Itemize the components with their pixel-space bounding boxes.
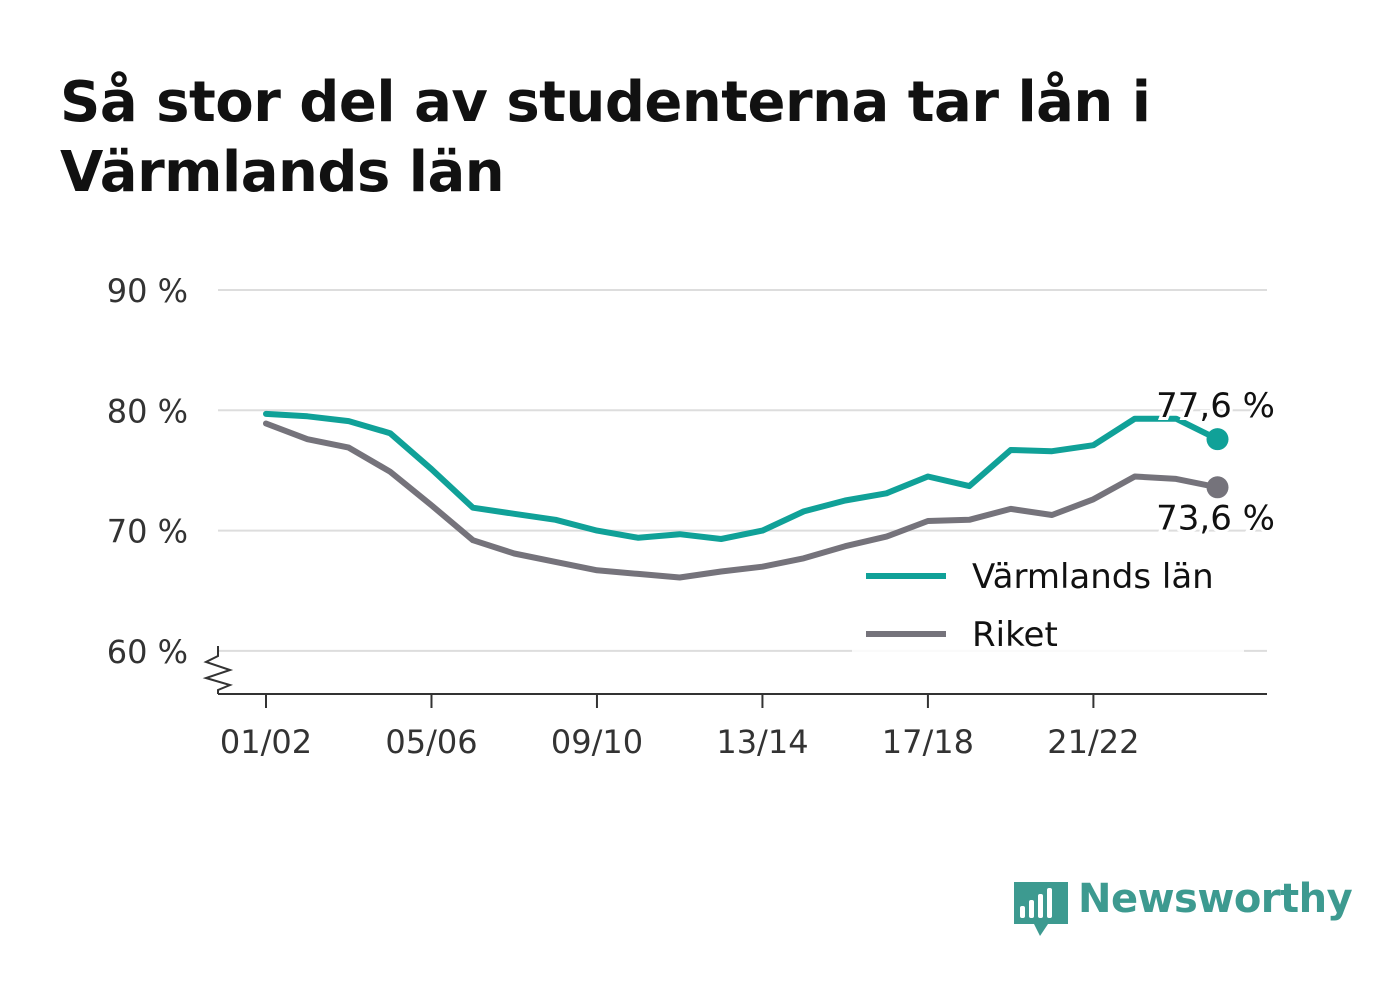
series-line — [263, 410, 1221, 542]
series-line — [263, 420, 1221, 581]
x-tick-label: 01/02 — [220, 723, 312, 761]
newsworthy-logo-icon — [1014, 882, 1068, 936]
y-tick-label: 80 % — [107, 392, 188, 430]
end-labels: 77,6 % 73,6 % — [1153, 383, 1278, 541]
series-end-point — [1206, 476, 1229, 499]
axis-break-icon — [202, 646, 234, 694]
x-tick-label: 05/06 — [385, 723, 477, 761]
legend-label: Värmlands län — [972, 557, 1214, 597]
x-axis-ticks: 01/02 05/06 09/10 13/14 17/18 21/22 — [220, 694, 1140, 761]
x-tick-label: 21/22 — [1047, 723, 1139, 761]
x-axis — [202, 646, 1267, 695]
series-lines — [263, 410, 1229, 581]
series-end-point — [1206, 428, 1229, 451]
x-tick-label: 17/18 — [882, 723, 974, 761]
y-axis-ticks: 60 % 70 % 80 % 90 % — [107, 272, 188, 671]
y-tick-label: 90 % — [107, 272, 188, 310]
end-label: 73,6 % — [1156, 498, 1275, 538]
end-label: 77,6 % — [1156, 386, 1275, 426]
x-tick-label: 13/14 — [716, 723, 808, 761]
chart-title: Så stor del av studenterna tar lån i Vär… — [60, 70, 1151, 205]
y-tick-label: 60 % — [107, 633, 188, 671]
legend-label: Riket — [972, 615, 1058, 655]
y-tick-label: 70 % — [107, 513, 188, 551]
brand-name: Newsworthy — [1078, 876, 1353, 922]
legend: Värmlands län Riket — [866, 557, 1214, 655]
x-tick-label: 09/10 — [551, 723, 643, 761]
